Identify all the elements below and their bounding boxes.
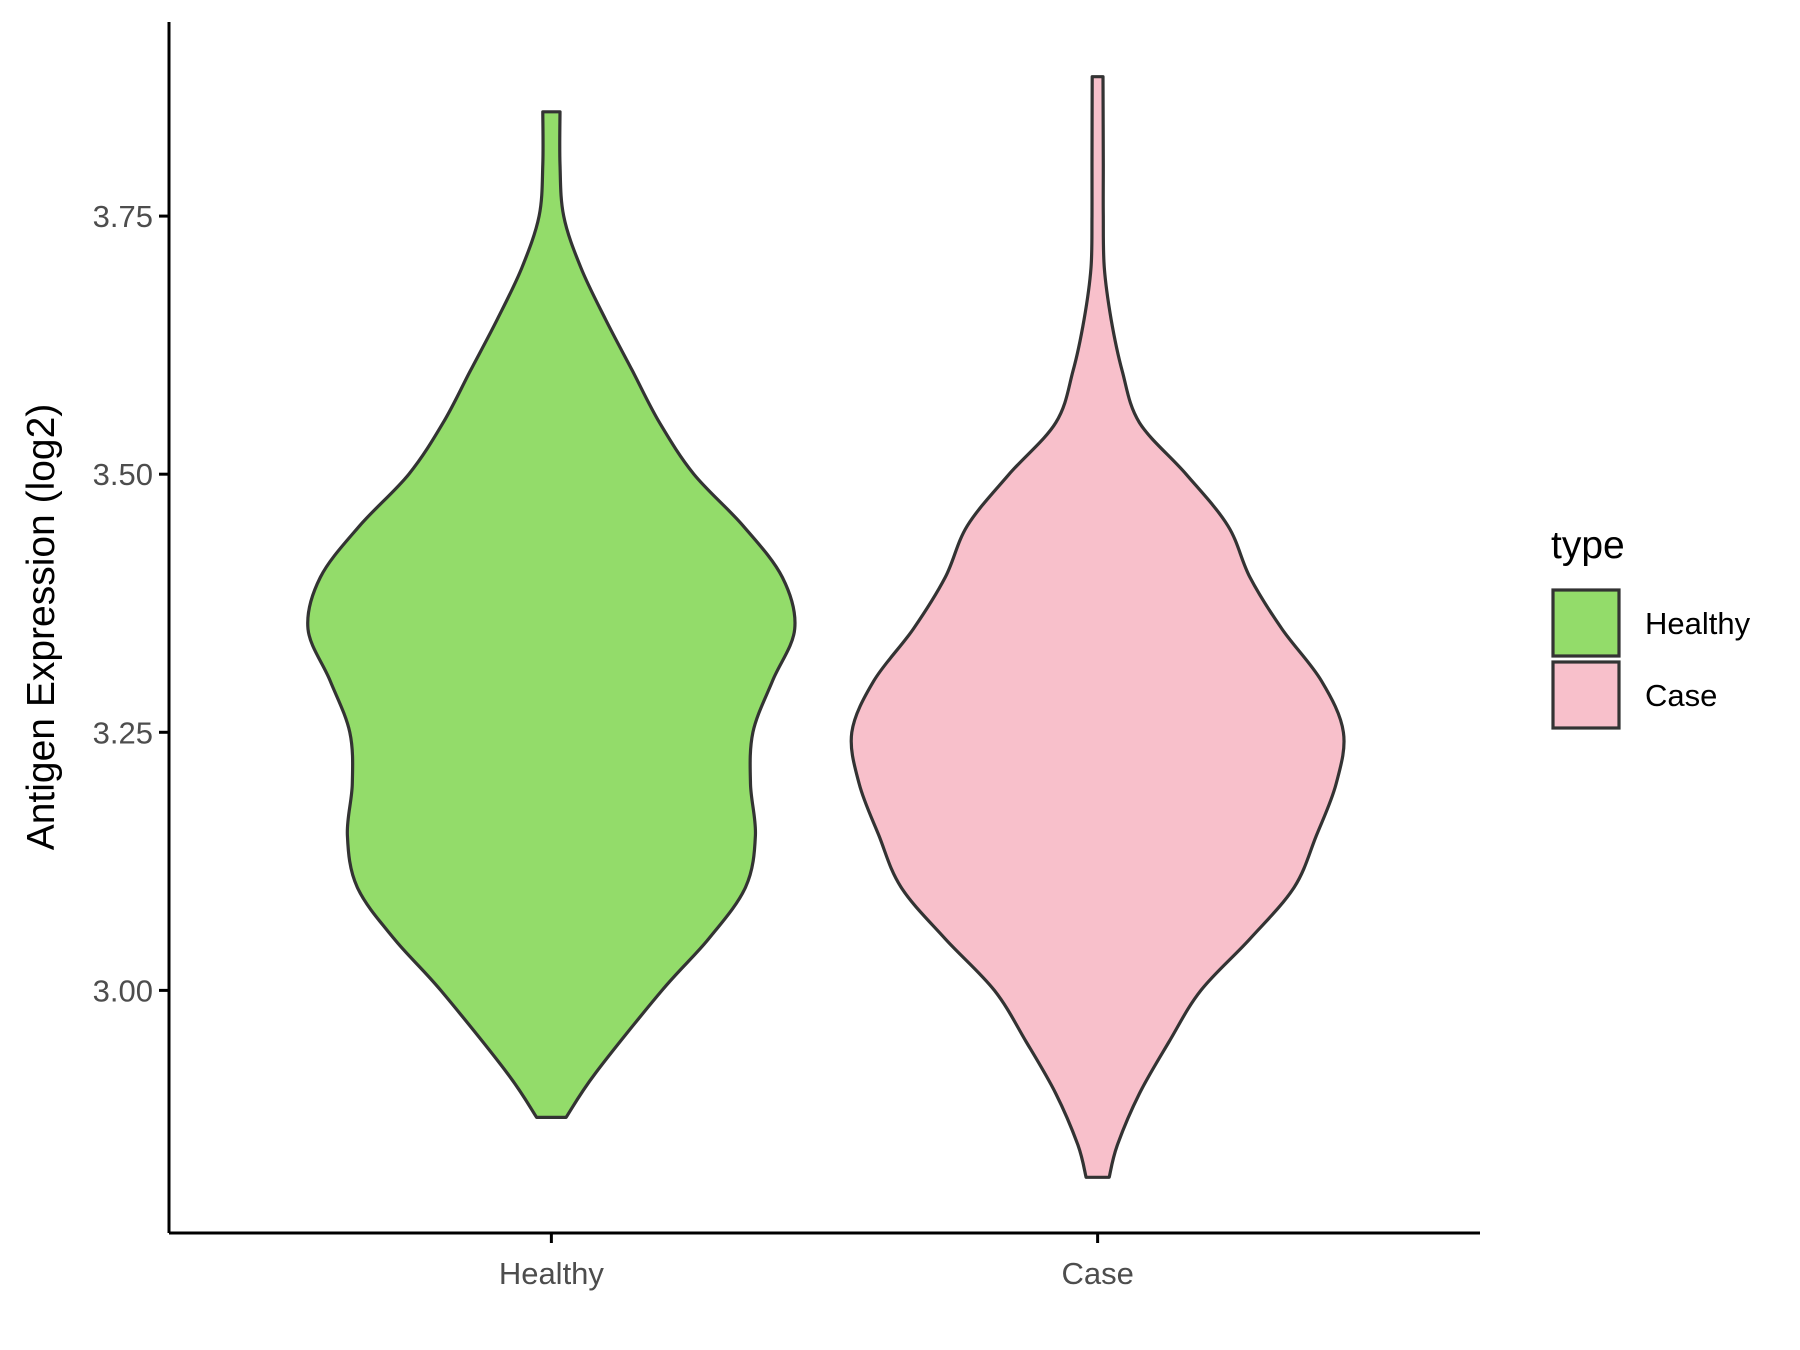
x-tick-label: Case xyxy=(1061,1256,1133,1291)
plot-area xyxy=(306,75,1346,1179)
legend-label: Healthy xyxy=(1645,606,1751,641)
x-tick-label: Healthy xyxy=(499,1256,605,1291)
legend-title: type xyxy=(1551,524,1625,567)
y-ticks: 3.00 3.25 3.50 3.75 xyxy=(93,199,169,1008)
legend-swatch xyxy=(1551,660,1621,730)
violin-healthy xyxy=(306,110,797,1119)
y-tick-label: 3.75 xyxy=(93,199,153,234)
y-tick-label: 3.50 xyxy=(93,457,153,492)
y-tick-label: 3.00 xyxy=(93,973,153,1008)
legend-swatch xyxy=(1551,588,1621,658)
axes xyxy=(167,22,1480,1235)
x-ticks: Healthy Case xyxy=(499,1233,1134,1291)
legend-label: Case xyxy=(1645,678,1717,713)
legend: type Healthy Case xyxy=(1551,524,1751,730)
y-axis-title: Antigen Expression (log2) xyxy=(20,404,63,851)
y-tick-label: 3.25 xyxy=(93,715,153,750)
violin-case xyxy=(849,75,1346,1179)
